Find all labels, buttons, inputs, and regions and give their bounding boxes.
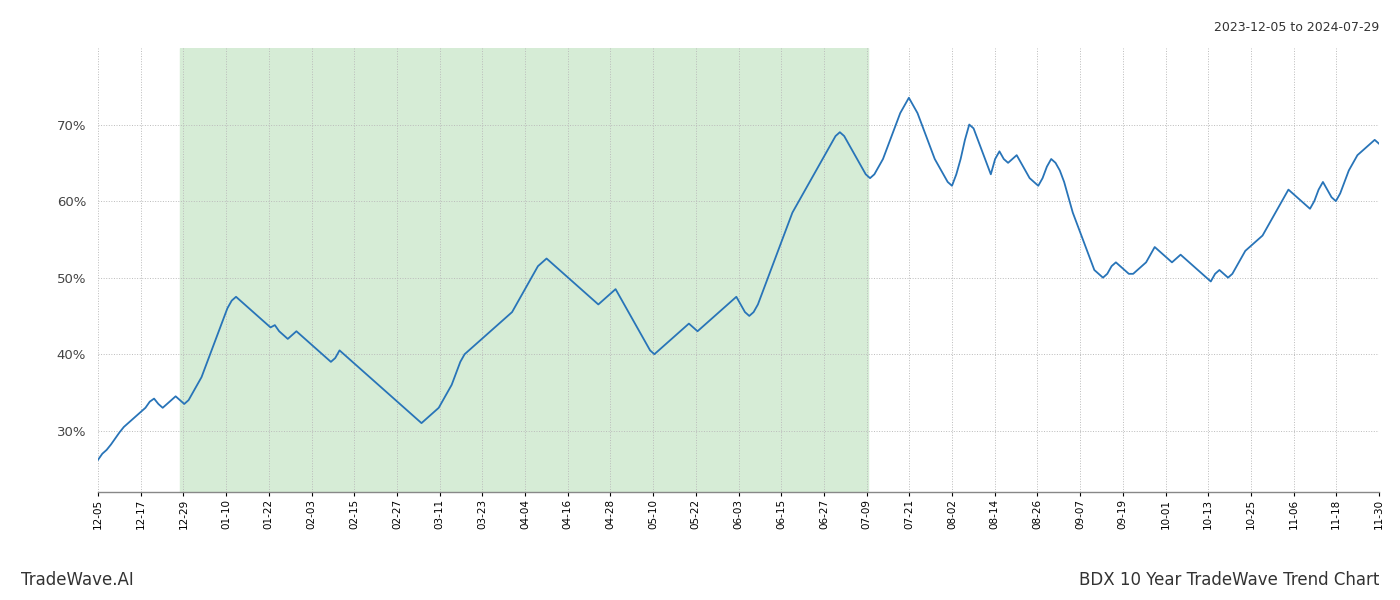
Text: BDX 10 Year TradeWave Trend Chart: BDX 10 Year TradeWave Trend Chart: [1078, 571, 1379, 589]
Text: 2023-12-05 to 2024-07-29: 2023-12-05 to 2024-07-29: [1214, 21, 1379, 34]
Bar: [181, 48, 868, 492]
Text: TradeWave.AI: TradeWave.AI: [21, 571, 134, 589]
